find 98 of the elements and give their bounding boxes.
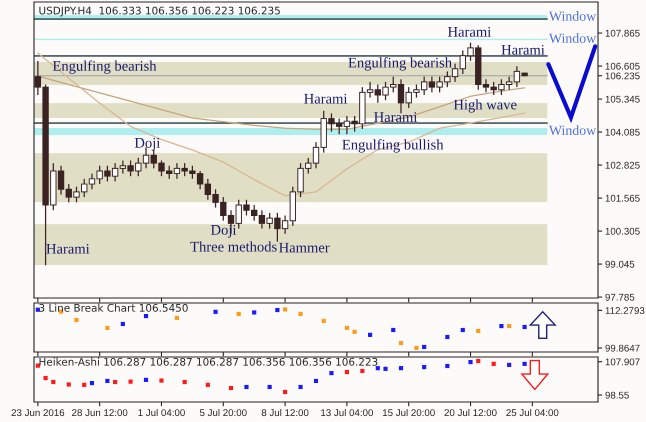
x-tick-label: 15 Jul 20:00	[382, 408, 435, 416]
point	[120, 322, 125, 326]
point	[414, 346, 419, 350]
point	[376, 366, 380, 370]
y-tick-label: 107.865	[606, 30, 640, 37]
y-tick-label: 100.305	[606, 228, 640, 235]
point	[476, 328, 480, 334]
point	[360, 368, 364, 374]
point	[398, 340, 404, 346]
y-tick-label: 99.045	[605, 260, 634, 268]
y-tick-label: 112.2793	[606, 307, 644, 314]
point	[228, 386, 234, 390]
x-tick-label: 1 Jul 04:00	[138, 408, 185, 416]
point	[476, 358, 480, 364]
point	[182, 380, 187, 384]
point	[244, 384, 249, 390]
point	[113, 380, 118, 384]
point	[298, 384, 303, 390]
annotation: Doji	[210, 224, 236, 238]
point	[90, 380, 94, 386]
point	[422, 344, 426, 350]
point	[268, 384, 272, 390]
chart-title: USDJPY.H4 106.333 106.356 106.223 106.235	[39, 6, 280, 16]
point	[398, 366, 404, 370]
annotation: High wave	[454, 99, 516, 113]
point	[460, 328, 465, 332]
y-tick-label: 98.55	[605, 392, 629, 399]
ref-line-label: Window	[548, 33, 596, 44]
point	[298, 312, 303, 316]
annotation: Harami	[374, 112, 418, 122]
point	[344, 326, 349, 330]
point	[445, 364, 450, 368]
point	[236, 312, 241, 316]
y-tick-label: 104.085	[606, 128, 640, 136]
point	[314, 378, 318, 384]
point	[422, 364, 426, 370]
point	[507, 362, 512, 368]
point	[391, 328, 396, 332]
point	[105, 378, 110, 384]
x-tick-label: 13 Jul 04:00	[321, 408, 374, 416]
point	[174, 316, 180, 320]
point	[213, 310, 218, 314]
x-tick-label: 23 Jun 2016	[12, 409, 64, 416]
point	[352, 330, 357, 334]
y-tick-label: 105.345	[606, 96, 640, 103]
annotation: Three methods	[190, 241, 277, 252]
annotation: Harami	[304, 94, 348, 104]
point	[51, 380, 56, 384]
annotation: Harami	[448, 26, 491, 37]
y-tick-label: 102.825	[606, 162, 640, 169]
x-tick-label: 5 Jul 20:00	[200, 408, 247, 416]
annotation: Engulfing bearish	[52, 60, 156, 74]
point	[445, 334, 450, 340]
chart-title: 3 Line Break Chart 106.5450	[39, 304, 188, 312]
point	[66, 382, 71, 387]
point	[74, 318, 79, 322]
chart-title: Heiken-Ashi 106.287 106.287 106.287 106.356 106.356 106.223	[40, 358, 378, 366]
y-tick-label: 107.907	[606, 358, 640, 366]
x-tick-label: 25 Jul 04:00	[506, 408, 558, 416]
x-tick-label: 28 Jun 12:00	[72, 409, 128, 416]
annotation: Engulfing bearish	[348, 57, 452, 71]
annotation: Doji	[134, 138, 160, 151]
point	[82, 382, 86, 387]
annotation: Engulfing bullish	[342, 139, 444, 153]
point	[383, 366, 388, 371]
point	[159, 378, 164, 383]
point	[522, 324, 527, 330]
point	[206, 382, 210, 387]
point	[283, 390, 288, 394]
point	[344, 370, 349, 374]
band-label: Window	[548, 125, 596, 136]
annotation: Harami	[502, 44, 545, 55]
y-tick-label: 101.565	[606, 194, 640, 202]
x-tick-label: 20 Jul 12:00	[444, 408, 497, 416]
point	[507, 324, 512, 328]
point	[44, 376, 48, 380]
point	[322, 318, 326, 324]
point	[144, 314, 148, 318]
y-tick-label: 106.235	[606, 72, 640, 80]
y-tick-label: 106.605	[606, 62, 640, 70]
annotation: Harami	[46, 244, 90, 254]
point	[144, 378, 148, 382]
point	[275, 308, 280, 312]
point	[522, 362, 527, 366]
point	[492, 362, 496, 366]
point	[252, 310, 256, 315]
x-tick-label: 8 Jul 12:00	[262, 408, 308, 416]
y-tick-label: 97.785	[605, 294, 634, 301]
point	[499, 324, 504, 328]
point	[329, 371, 334, 376]
point	[283, 307, 288, 312]
band-label: Window	[548, 11, 596, 21]
point	[128, 380, 133, 384]
point	[368, 332, 372, 337]
y-tick-label: 99.8647	[605, 344, 640, 352]
point	[468, 360, 473, 364]
annotation: Hammer	[279, 242, 330, 253]
point	[105, 326, 110, 330]
